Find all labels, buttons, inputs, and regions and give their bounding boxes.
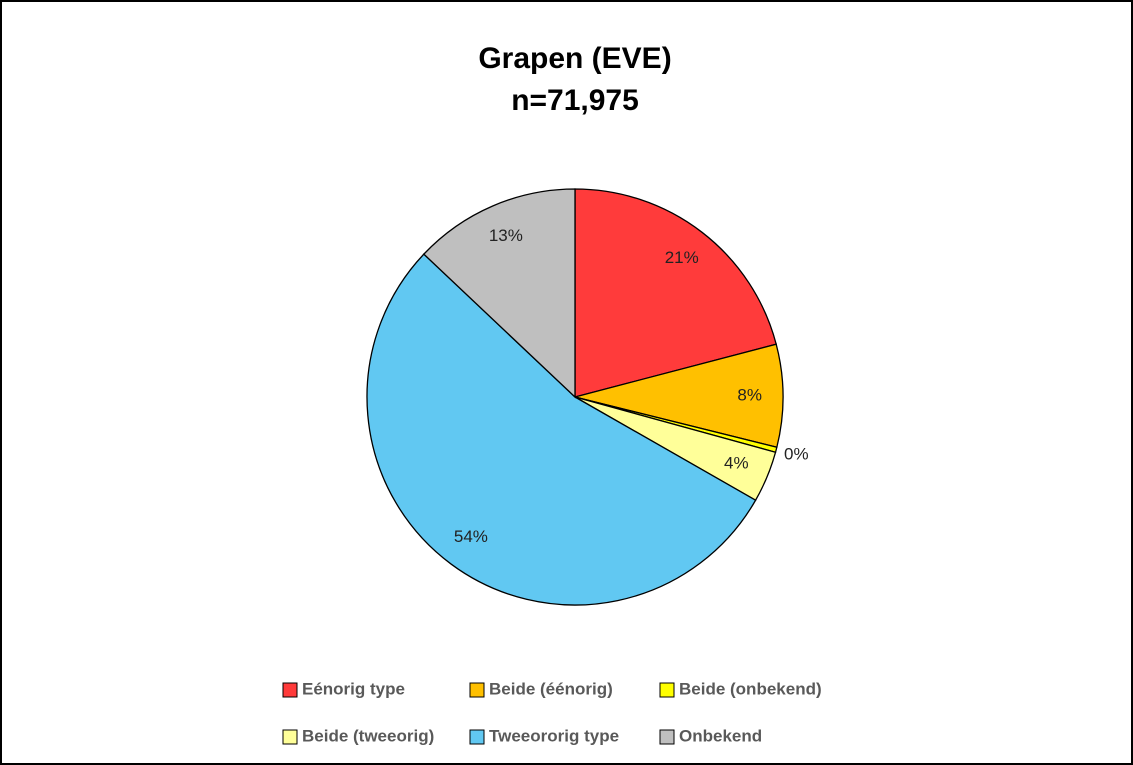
legend-swatch bbox=[659, 682, 675, 698]
pie-slice bbox=[422, 188, 576, 399]
legend-label: Tweeororig type bbox=[489, 726, 619, 745]
legend-label: Onbekend bbox=[679, 726, 762, 745]
data-label: 0% bbox=[784, 445, 809, 464]
pie-slice bbox=[574, 188, 777, 398]
legend-swatch bbox=[659, 729, 675, 745]
data-label: 54% bbox=[454, 527, 488, 546]
legend-label: Beide (onbekend) bbox=[679, 679, 822, 698]
legend-swatch bbox=[282, 682, 298, 698]
legend-label: Beide (éénorig) bbox=[489, 679, 613, 698]
chart-title: Grapen (EVE) bbox=[478, 42, 671, 75]
pie-slice bbox=[574, 343, 784, 449]
data-label: 21% bbox=[665, 248, 699, 267]
pie-slice bbox=[366, 253, 757, 606]
legend-swatch bbox=[469, 729, 485, 745]
data-label: 4% bbox=[724, 454, 749, 473]
data-label: 13% bbox=[489, 226, 523, 245]
legend-swatch bbox=[469, 682, 485, 698]
legend-label: Beide (tweeorig) bbox=[302, 726, 434, 745]
chart-subtitle: n=71,975 bbox=[511, 84, 639, 117]
legend-swatch bbox=[282, 729, 298, 745]
data-label: 8% bbox=[737, 385, 762, 404]
legend-label: Eénorig type bbox=[302, 679, 405, 698]
